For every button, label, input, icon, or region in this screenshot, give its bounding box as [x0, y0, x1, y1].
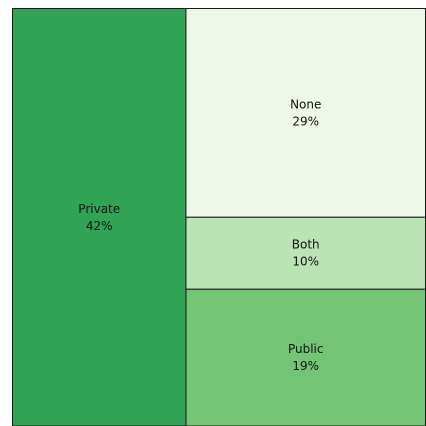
cell-value-label: 29% [292, 114, 319, 128]
treemap-cell [12, 8, 187, 426]
cell-value-label: 42% [86, 219, 113, 233]
cell-value-label: 19% [292, 359, 319, 373]
treemap-cell [185, 8, 426, 218]
treemap-cell [185, 288, 426, 426]
treemap-cell [185, 216, 426, 290]
cell-value-label: 10% [292, 255, 319, 269]
cell-label: None [290, 97, 321, 111]
cell-label: Private [78, 202, 120, 216]
cell-label: Public [288, 342, 324, 356]
cell-label: Both [292, 238, 320, 252]
